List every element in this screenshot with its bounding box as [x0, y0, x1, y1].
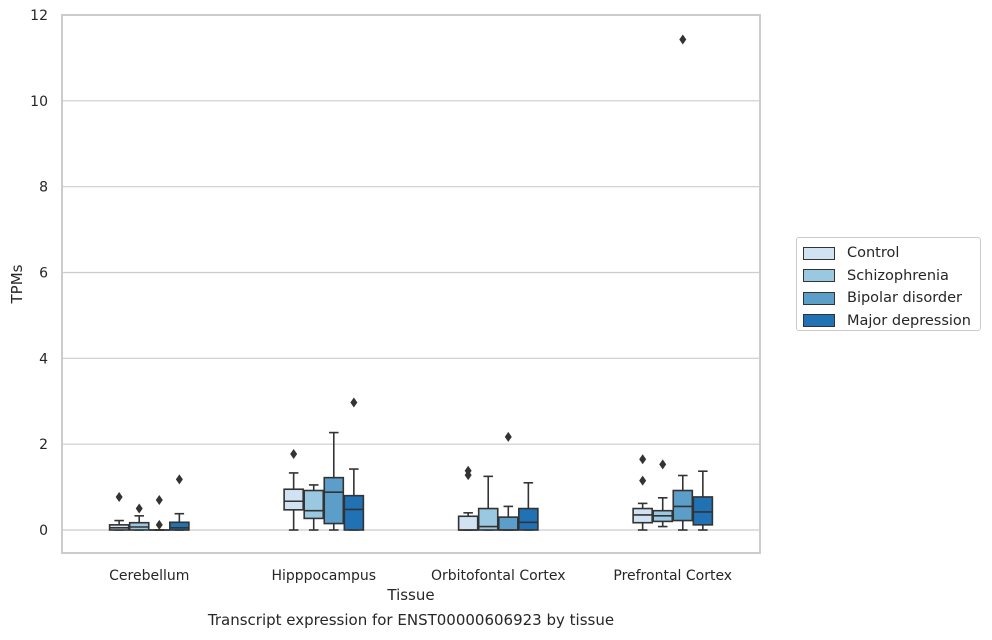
box-bipolar-disorder: [323, 431, 345, 531]
x-tick-labels: Cerebellum Hipppocampus Orbitofontal Corte…: [109, 568, 732, 584]
box-bipolar-disorder: [672, 34, 694, 531]
legend: Control Schizophrenia Bipolar disorder Majo…: [796, 237, 981, 331]
box-major-depression: [518, 481, 539, 531]
outlier-point: [155, 494, 163, 505]
box-iqr: [672, 489, 694, 522]
chart-caption: Transcript expression for ENST0000060692…: [207, 611, 615, 629]
plot-area-frame: [61, 14, 761, 554]
y-tick-label: 4: [39, 351, 48, 367]
box-iqr: [692, 496, 714, 526]
outlier-point: [175, 474, 183, 485]
x-tick-label: Orbitofontal Cortex: [431, 568, 566, 584]
outlier-point: [504, 431, 512, 442]
box-schizophrenia: [303, 484, 325, 531]
outlier-point: [464, 465, 472, 476]
box-iqr: [457, 515, 479, 531]
outlier-point: [659, 459, 667, 470]
outlier-point: [639, 454, 647, 465]
legend-label: Bipolar disorder: [847, 290, 962, 307]
legend-label: Control: [847, 245, 900, 262]
plot-area-background: [62, 15, 760, 553]
y-tick-label: 0: [39, 523, 48, 539]
box-layer: [108, 34, 714, 531]
box-schizophrenia: [652, 459, 674, 528]
outlier-point: [115, 491, 123, 502]
box-bipolar-disorder: [497, 431, 519, 531]
outlier-point: [135, 503, 143, 514]
legend-swatch: [803, 246, 835, 260]
outlier-point: [679, 34, 687, 45]
x-tick-label: Hipppocampus: [271, 568, 376, 584]
outlier-point: [350, 397, 358, 408]
box-control: [283, 449, 304, 531]
box-iqr: [518, 507, 539, 531]
box-iqr: [343, 494, 365, 531]
outlier-point: [290, 449, 298, 460]
legend-swatch: [803, 269, 835, 283]
box-schizophrenia: [128, 503, 150, 531]
box-iqr: [477, 507, 499, 531]
box-schizophrenia: [477, 475, 499, 531]
outlier-point: [639, 475, 647, 486]
y-axis-label: TPMs: [8, 264, 26, 304]
legend-item: Bipolar disorder: [803, 287, 980, 310]
box-iqr: [497, 516, 519, 531]
y-tick-label: 2: [39, 437, 48, 453]
legend-item: Schizophrenia: [803, 265, 980, 288]
x-tick-label: Prefrontal Cortex: [613, 568, 732, 584]
box-iqr: [169, 521, 190, 531]
box-bipolar-disorder: [148, 494, 170, 531]
box-control: [108, 491, 130, 531]
y-tick-label: 10: [30, 94, 48, 110]
box-control: [457, 465, 479, 531]
box-major-depression: [692, 470, 714, 531]
outlier-point: [155, 519, 163, 530]
box-iqr: [323, 476, 345, 525]
x-axis-label: Tissue: [386, 586, 434, 604]
legend-swatch: [803, 291, 835, 305]
legend-swatch: [803, 314, 835, 328]
y-tick-label: 6: [39, 266, 48, 282]
x-tick-label: Cerebellum: [109, 568, 189, 584]
box-major-depression: [343, 397, 365, 531]
box-control: [632, 454, 653, 531]
legend-label: Major depression: [847, 312, 971, 329]
legend-label: Schizophrenia: [847, 267, 949, 284]
y-tick-label: 8: [39, 180, 48, 196]
y-tick-labels: 0 2 4 6 8 10 12: [30, 8, 48, 539]
legend-item: Control: [803, 242, 980, 265]
box-iqr: [303, 489, 325, 520]
box-major-depression: [169, 474, 190, 531]
y-tick-label: 12: [30, 8, 48, 24]
legend-item: Major depression: [803, 310, 980, 333]
box-iqr: [283, 488, 304, 511]
